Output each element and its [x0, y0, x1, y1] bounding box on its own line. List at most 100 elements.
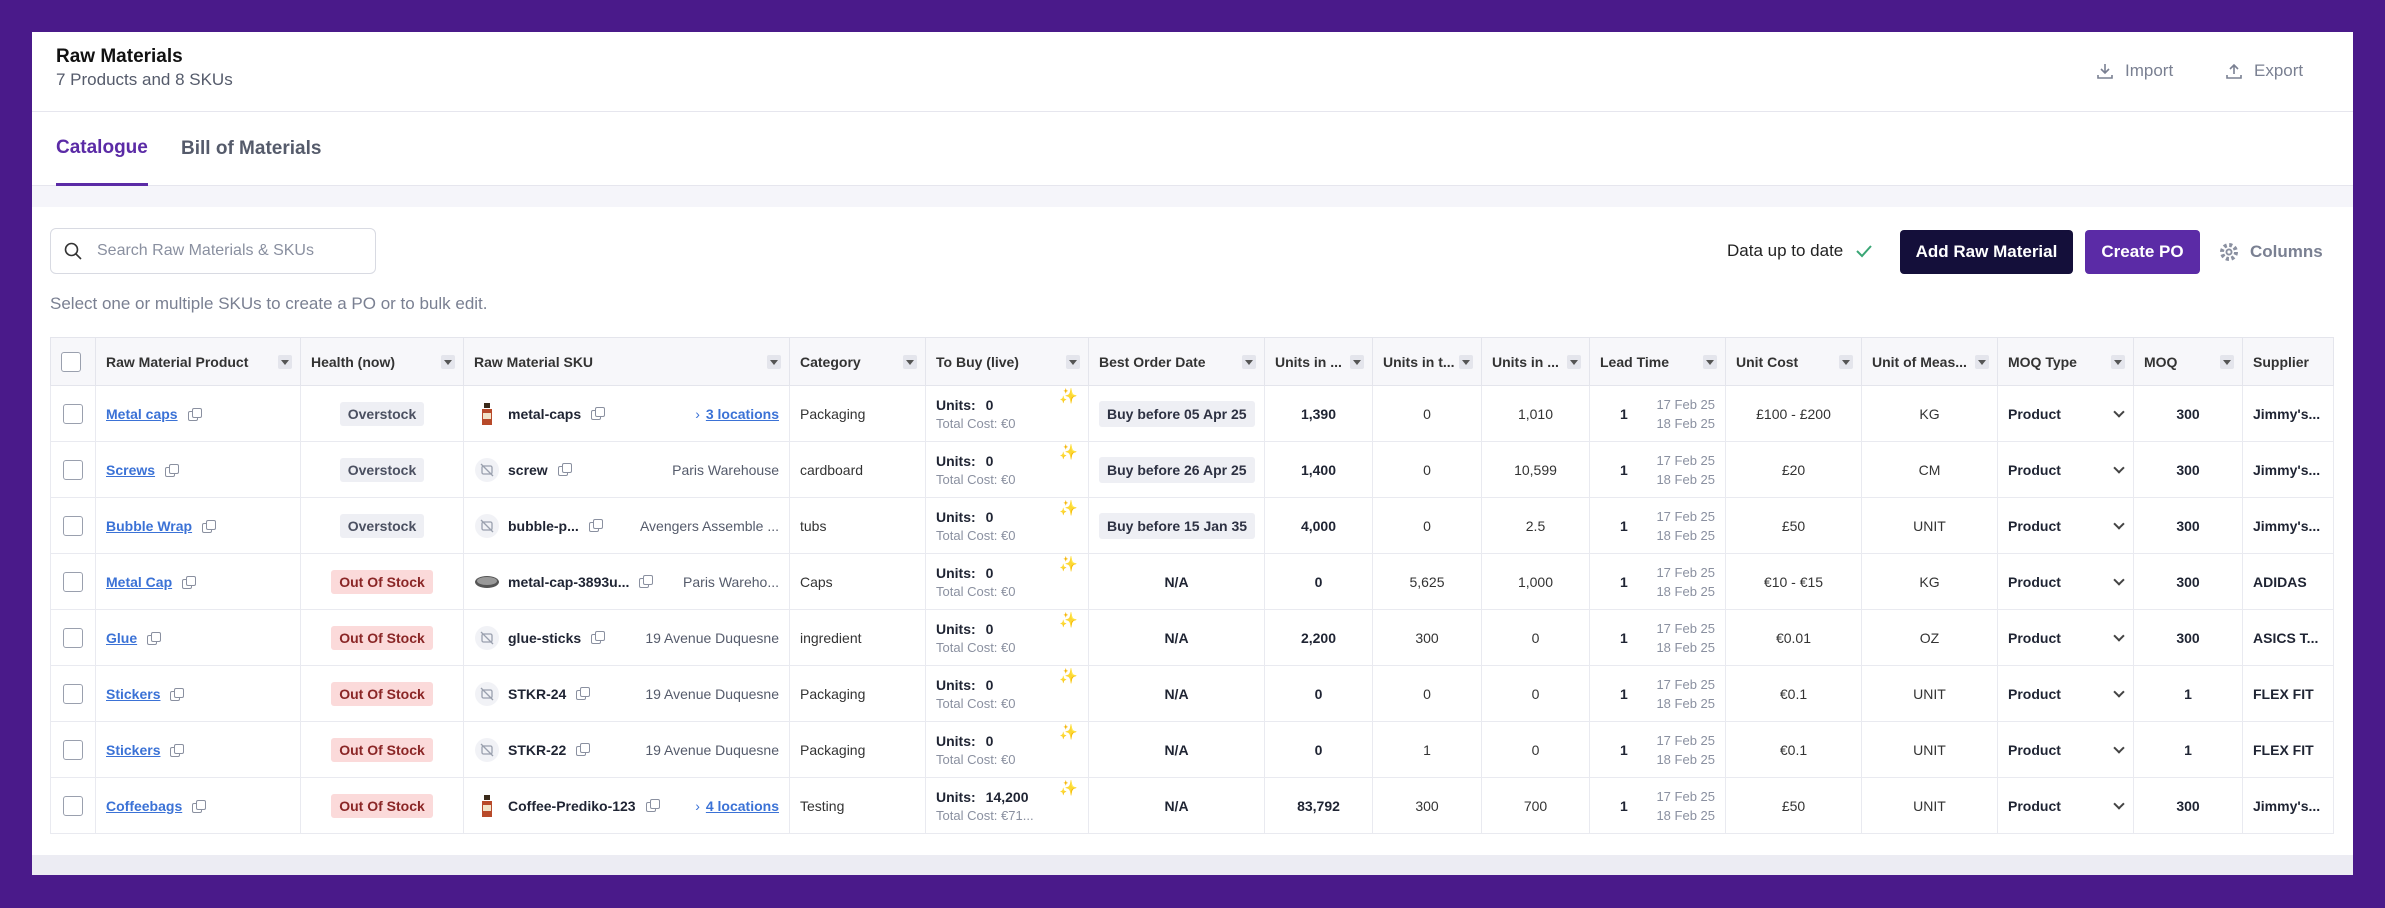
moq-type-select[interactable]: Product — [2008, 462, 2125, 478]
copy-icon[interactable] — [588, 519, 603, 532]
add-raw-material-button[interactable]: Add Raw Material — [1900, 230, 2073, 274]
copy-icon[interactable] — [192, 800, 207, 814]
moq-type-cell[interactable]: Product — [1997, 385, 2134, 442]
chevron-right-icon[interactable]: › — [695, 797, 700, 814]
column-header[interactable]: Supplier — [2242, 337, 2334, 386]
sparkle-icon[interactable]: ✨ — [1059, 443, 1078, 461]
copy-icon[interactable] — [202, 520, 217, 534]
copy-icon[interactable] — [576, 687, 591, 700]
select-all-checkbox[interactable] — [61, 351, 81, 372]
product-link[interactable]: Coffeebags — [106, 797, 183, 814]
column-menu-icon[interactable] — [767, 355, 781, 369]
column-menu-icon[interactable] — [2111, 355, 2125, 369]
moq-type-cell[interactable]: Product — [1997, 441, 2134, 498]
copy-icon[interactable] — [591, 631, 606, 644]
sku-location[interactable]: 4 locations — [705, 797, 779, 814]
column-menu-icon[interactable] — [1567, 355, 1581, 369]
product-link[interactable]: Stickers — [106, 685, 161, 702]
row-checkbox[interactable] — [63, 459, 83, 480]
column-header[interactable]: Health (now) — [300, 337, 464, 386]
column-menu-icon[interactable] — [1703, 355, 1717, 369]
product-link[interactable]: Bubble Wrap — [106, 517, 193, 534]
moq-type-cell[interactable]: Product — [1997, 777, 2134, 834]
row-checkbox[interactable] — [63, 739, 83, 760]
column-header[interactable]: Best Order Date — [1088, 337, 1265, 386]
column-header[interactable]: To Buy (live) — [925, 337, 1089, 386]
column-menu-icon[interactable] — [1975, 355, 1989, 369]
sparkle-icon[interactable]: ✨ — [1059, 779, 1078, 797]
column-header[interactable]: Units in t... — [1372, 337, 1482, 386]
table-row[interactable]: Metal caps Overstock metal-caps 3 locations… — [50, 385, 2334, 442]
sparkle-icon[interactable]: ✨ — [1059, 387, 1078, 405]
moq-type-cell[interactable]: Product — [1997, 553, 2134, 610]
column-menu-icon[interactable] — [1839, 355, 1853, 369]
row-checkbox[interactable] — [63, 515, 83, 536]
column-menu-icon[interactable] — [2220, 355, 2234, 369]
row-checkbox[interactable] — [63, 683, 83, 704]
column-header[interactable]: Unit of Meas... — [1861, 337, 1998, 386]
product-link[interactable]: Metal caps — [106, 405, 178, 422]
moq-type-select[interactable]: Product — [2008, 518, 2125, 534]
sparkle-icon[interactable]: ✨ — [1059, 723, 1078, 741]
copy-icon[interactable] — [645, 799, 660, 812]
product-link[interactable]: Glue — [106, 629, 138, 646]
row-checkbox[interactable] — [63, 403, 83, 424]
column-menu-icon[interactable] — [1459, 355, 1473, 369]
column-header[interactable]: Raw Material SKU — [463, 337, 790, 386]
table-row[interactable]: Stickers Out Of Stock STKR-22 19 Avenue Duq… — [50, 721, 2334, 778]
copy-icon[interactable] — [639, 575, 654, 588]
moq-type-select[interactable]: Product — [2008, 574, 2125, 590]
sparkle-icon[interactable]: ✨ — [1059, 499, 1078, 517]
sparkle-icon[interactable]: ✨ — [1059, 667, 1078, 685]
column-menu-icon[interactable] — [1350, 355, 1364, 369]
column-header[interactable]: MOQ Type — [1997, 337, 2134, 386]
column-header[interactable]: Unit Cost — [1725, 337, 1862, 386]
product-link[interactable]: Metal Cap — [106, 573, 173, 590]
sparkle-icon[interactable]: ✨ — [1059, 555, 1078, 573]
sku-location[interactable]: 3 locations — [705, 405, 779, 422]
column-header[interactable]: Category — [789, 337, 926, 386]
column-menu-icon[interactable] — [903, 355, 917, 369]
copy-icon[interactable] — [576, 743, 591, 756]
import-button[interactable]: Import — [2095, 56, 2173, 86]
copy-icon[interactable] — [182, 576, 197, 590]
table-row[interactable]: Bubble Wrap Overstock bubble-p... Avengers … — [50, 497, 2334, 554]
table-row[interactable]: Coffeebags Out Of Stock Coffee-Prediko-123… — [50, 777, 2334, 834]
tab-bill-of-materials[interactable]: Bill of Materials — [181, 138, 322, 159]
sparkle-icon[interactable]: ✨ — [1059, 611, 1078, 629]
column-menu-icon[interactable] — [441, 355, 455, 369]
moq-type-cell[interactable]: Product — [1997, 665, 2134, 722]
moq-type-select[interactable]: Product — [2008, 742, 2125, 758]
copy-icon[interactable] — [170, 688, 185, 702]
row-checkbox[interactable] — [63, 571, 83, 592]
copy-icon[interactable] — [557, 463, 572, 476]
columns-button[interactable]: Columns — [2218, 241, 2323, 263]
column-menu-icon[interactable] — [1242, 355, 1256, 369]
row-checkbox[interactable] — [63, 627, 83, 648]
row-checkbox[interactable] — [63, 795, 83, 816]
column-header[interactable]: Lead Time — [1589, 337, 1726, 386]
column-header[interactable]: MOQ — [2133, 337, 2243, 386]
create-po-button[interactable]: Create PO — [2085, 230, 2200, 274]
copy-icon[interactable] — [591, 407, 606, 420]
column-header[interactable]: Raw Material Product — [95, 337, 301, 386]
copy-icon[interactable] — [147, 632, 162, 646]
moq-type-cell[interactable]: Product — [1997, 721, 2134, 778]
copy-icon[interactable] — [187, 408, 202, 422]
product-link[interactable]: Stickers — [106, 741, 161, 758]
table-row[interactable]: Screws Overstock screw Paris Warehouse cardb… — [50, 441, 2334, 498]
table-row[interactable]: Glue Out Of Stock glue-sticks 19 Avenue Duq… — [50, 609, 2334, 666]
search-input[interactable]: Search Raw Materials & SKUs — [50, 228, 376, 274]
copy-icon[interactable] — [170, 744, 185, 758]
moq-type-select[interactable]: Product — [2008, 630, 2125, 646]
column-menu-icon[interactable] — [278, 355, 292, 369]
export-button[interactable]: Export — [2224, 56, 2303, 86]
column-menu-icon[interactable] — [1066, 355, 1080, 369]
moq-type-select[interactable]: Product — [2008, 798, 2125, 814]
moq-type-select[interactable]: Product — [2008, 406, 2125, 422]
moq-type-cell[interactable]: Product — [1997, 497, 2134, 554]
product-link[interactable]: Screws — [106, 461, 156, 478]
column-header[interactable]: Units in ... — [1264, 337, 1373, 386]
table-row[interactable]: Metal Cap Out Of Stock metal-cap-3893u... P… — [50, 553, 2334, 610]
chevron-right-icon[interactable]: › — [695, 405, 700, 422]
